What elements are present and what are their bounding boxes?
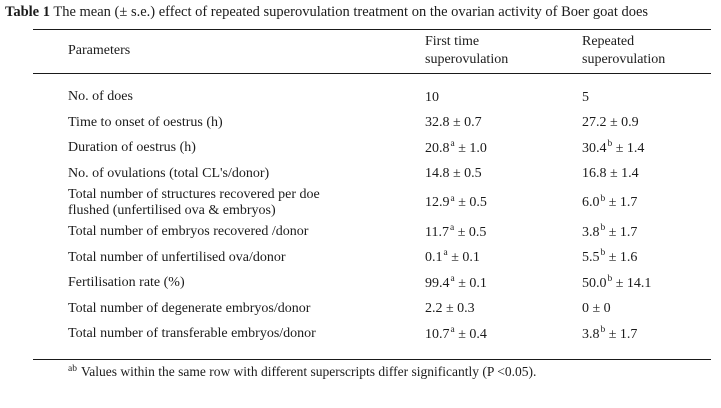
significance-superscript: a — [450, 138, 455, 149]
significance-superscript: b — [600, 248, 606, 259]
parameter-cell: Total number of degenerate embryos/donor — [68, 300, 311, 316]
table-body: No. of does 10 5 Time to onset of oestrus (… — [33, 74, 711, 360]
significance-superscript: b — [600, 324, 606, 335]
significance-superscript: b — [600, 222, 606, 233]
repeated-superovulation-cell: 30.4b ± 1.4 — [582, 138, 645, 156]
table-top-rule — [33, 28, 711, 30]
repeated-superovulation-cell: 3.8b ± 1.7 — [582, 222, 638, 240]
parameter-cell: Total number of structures recovered per… — [68, 186, 320, 219]
table-bottom-rule — [33, 359, 711, 361]
parameter-cell: Total number of unfertilised ova/donor — [68, 249, 286, 265]
table-caption-number: Table 1 — [5, 4, 50, 20]
parameter-cell: Fertilisation rate (%) — [68, 275, 185, 291]
table-row: Fertilisation rate (%) 99.4a ± 0.1 50.0b ±… — [33, 271, 711, 297]
first-superovulation-cell: 10.7a ± 0.4 — [425, 324, 487, 342]
header-repeated-superovulation: Repeated superovulation — [582, 33, 666, 67]
significance-superscript: b — [607, 273, 613, 284]
first-superovulation-cell: 14.8 ± 0.5 — [425, 166, 482, 182]
parameter-cell: Duration of oestrus (h) — [68, 140, 196, 156]
first-superovulation-cell: 12.9a ± 0.5 — [425, 193, 487, 211]
table-caption: Table 1 The mean (± s.e.) effect of repe… — [5, 4, 717, 22]
significance-superscript: a — [450, 193, 455, 204]
table-header-row: Parameters First time superovulation Rep… — [33, 30, 711, 73]
repeated-superovulation-cell: 0 ± 0 — [582, 301, 611, 317]
table-row: Time to onset of oestrus (h) 32.8 ± 0.7 27… — [33, 110, 711, 136]
parameter-cell: No. of does — [68, 89, 133, 105]
repeated-superovulation-cell: 5.5b ± 1.6 — [582, 248, 638, 266]
first-superovulation-cell: 10 — [425, 89, 439, 105]
table-caption-text: The mean (± s.e.) effect of repeated sup… — [50, 4, 649, 20]
table-footnote: ab Values within the same row with differ… — [68, 364, 711, 381]
significance-superscript: b — [607, 138, 613, 149]
repeated-superovulation-cell: 16.8 ± 1.4 — [582, 166, 639, 182]
first-superovulation-cell: 32.8 ± 0.7 — [425, 115, 482, 131]
table-row: Total number of unfertilised ova/donor 0.… — [33, 245, 711, 271]
first-superovulation-cell: 99.4a ± 0.1 — [425, 273, 487, 291]
footnote-superscript: ab — [68, 363, 77, 374]
table-row: Duration of oestrus (h) 20.8a ± 1.0 30.4b … — [33, 136, 711, 162]
parameter-cell: Total number of transferable embryos/don… — [68, 326, 316, 342]
table-row: Total number of embryos recovered /donor… — [33, 220, 711, 246]
table-row: Total number of transferable embryos/don… — [33, 322, 711, 348]
parameter-cell: Time to onset of oestrus (h) — [68, 114, 223, 130]
first-superovulation-cell: 20.8a ± 1.0 — [425, 138, 487, 156]
footnote-text: Values within the same row with differen… — [80, 364, 537, 380]
first-superovulation-cell: 0.1a ± 0.1 — [425, 248, 480, 266]
significance-superscript: a — [450, 324, 455, 335]
parameter-cell: No. of ovulations (total CL's/donor) — [68, 165, 270, 181]
significance-superscript: a — [443, 248, 448, 259]
repeated-superovulation-cell: 5 — [582, 89, 589, 105]
table-row: No. of does 10 5 — [33, 85, 711, 111]
table-row: Total number of structures recovered per… — [33, 187, 711, 220]
significance-superscript: b — [600, 193, 606, 204]
data-table: Parameters First time superovulation Rep… — [33, 28, 711, 381]
table-row: No. of ovulations (total CL's/donor) 14.8… — [33, 161, 711, 187]
first-superovulation-cell: 2.2 ± 0.3 — [425, 301, 475, 317]
significance-superscript: a — [450, 273, 455, 284]
repeated-superovulation-cell: 6.0b ± 1.7 — [582, 193, 638, 211]
parameter-cell: Total number of embryos recovered /donor — [68, 224, 309, 240]
significance-superscript: a — [449, 222, 455, 233]
repeated-superovulation-cell: 27.2 ± 0.9 — [582, 115, 639, 131]
table-row: Total number of degenerate embryos/donor… — [33, 296, 711, 322]
header-parameters: Parameters — [68, 42, 131, 58]
paper-page: Table 1 The mean (± s.e.) effect of repe… — [0, 4, 721, 408]
repeated-superovulation-cell: 50.0b ± 14.1 — [582, 273, 652, 291]
table-header-rule — [33, 72, 711, 74]
first-superovulation-cell: 11.7a ± 0.5 — [425, 222, 487, 240]
repeated-superovulation-cell: 3.8b ± 1.7 — [582, 324, 638, 342]
header-first-time-superovulation: First time superovulation — [425, 33, 509, 67]
